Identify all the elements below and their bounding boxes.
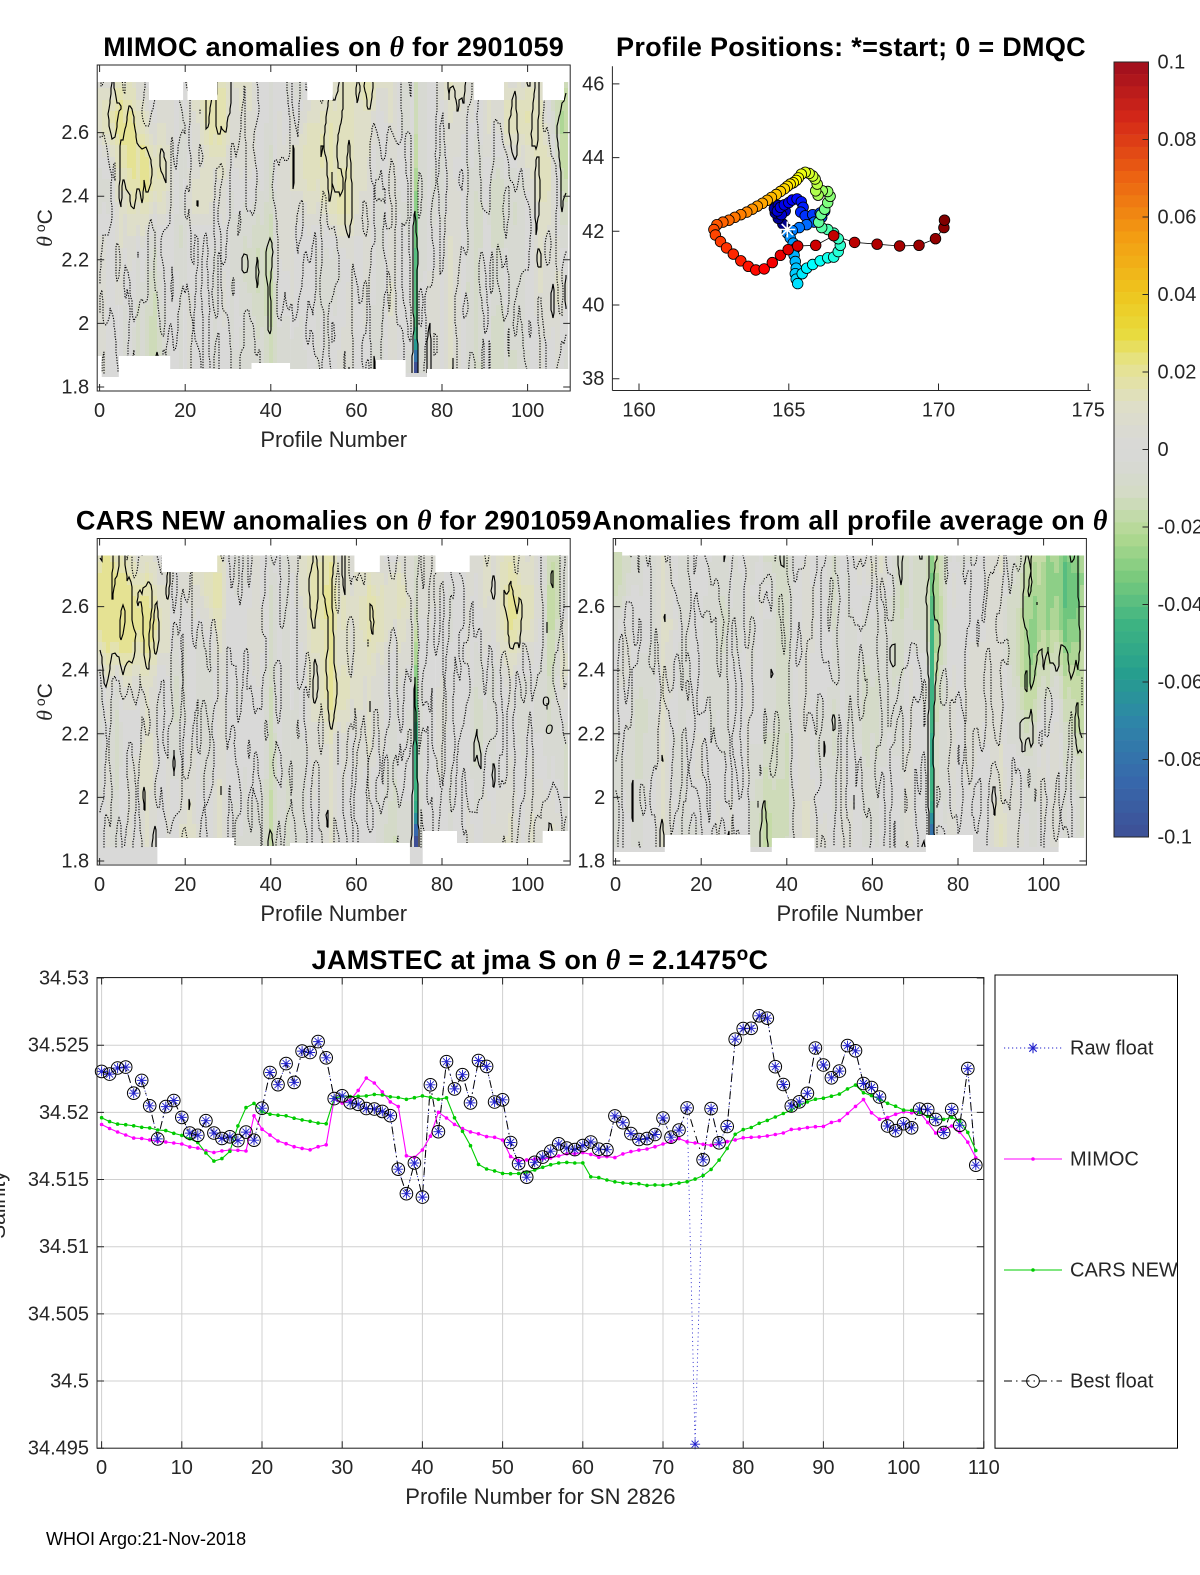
svg-text:Raw float: Raw float: [1070, 1038, 1154, 1060]
svg-text:2.2: 2.2: [61, 249, 89, 271]
svg-text:0: 0: [610, 874, 621, 896]
svg-text:WHOI Argo:21-Nov-2018: WHOI Argo:21-Nov-2018: [46, 1529, 246, 1549]
svg-text:110: 110: [968, 1457, 1000, 1479]
svg-text:JAMSTEC at jma S on θ = 2.1475: JAMSTEC at jma S on θ = 2.1475oC: [312, 944, 769, 976]
svg-text:40: 40: [260, 400, 282, 422]
svg-text:60: 60: [345, 874, 367, 896]
svg-text:2: 2: [78, 787, 89, 809]
svg-text:-0.08: -0.08: [1158, 749, 1200, 771]
svg-text:100: 100: [1027, 874, 1060, 896]
svg-text:-0.06: -0.06: [1158, 672, 1200, 694]
svg-text:40: 40: [776, 874, 798, 896]
svg-text:2.4: 2.4: [61, 186, 89, 208]
svg-text:Profile Number: Profile Number: [776, 901, 923, 926]
svg-text:100: 100: [511, 400, 544, 422]
svg-text:-0.1: -0.1: [1158, 827, 1192, 849]
svg-text:CARS NEW anomalies on θ for 29: CARS NEW anomalies on θ for 2901059: [76, 506, 592, 537]
svg-text:MIMOC: MIMOC: [1070, 1149, 1139, 1171]
svg-text:30: 30: [331, 1457, 353, 1479]
svg-text:42: 42: [582, 221, 604, 243]
svg-text:1.8: 1.8: [577, 851, 605, 873]
svg-text:165: 165: [772, 400, 805, 422]
svg-text:0: 0: [94, 400, 105, 422]
svg-text:44: 44: [582, 147, 604, 169]
svg-text:Profile Positions: *=start; 0: Profile Positions: *=start; 0 = DMQC: [616, 32, 1086, 62]
svg-text:175: 175: [1072, 400, 1105, 422]
svg-text:60: 60: [345, 400, 367, 422]
svg-text:MIMOC anomalies on θ for 2901: MIMOC anomalies on θ for 2901059: [103, 32, 564, 63]
svg-text:34.495: 34.495: [28, 1438, 89, 1460]
svg-text:60: 60: [572, 1457, 594, 1479]
svg-text:34.52: 34.52: [39, 1102, 89, 1124]
svg-text:0: 0: [96, 1457, 107, 1479]
svg-text:0.1: 0.1: [1158, 52, 1186, 74]
svg-text:34.5: 34.5: [50, 1371, 89, 1393]
svg-text:0: 0: [542, 693, 550, 709]
svg-text:80: 80: [732, 1457, 754, 1479]
svg-text:2.2: 2.2: [577, 723, 605, 745]
svg-text:CARS NEW: CARS NEW: [1070, 1260, 1178, 1282]
svg-text:Best float: Best float: [1070, 1371, 1154, 1393]
svg-text:60: 60: [861, 874, 883, 896]
svg-text:0.08: 0.08: [1158, 129, 1197, 151]
svg-text:Salinity: Salinity: [0, 1171, 10, 1239]
svg-text:0.04: 0.04: [1158, 284, 1197, 306]
svg-text:0: 0: [1158, 439, 1169, 461]
svg-text:80: 80: [431, 400, 453, 422]
svg-text:170: 170: [922, 400, 955, 422]
svg-text:2.6: 2.6: [61, 122, 89, 144]
svg-text:0: 0: [545, 721, 553, 737]
svg-text:20: 20: [251, 1457, 273, 1479]
svg-text:2.6: 2.6: [61, 596, 89, 618]
svg-text:-0.02: -0.02: [1158, 517, 1200, 539]
svg-text:Profile Number: Profile Number: [260, 427, 407, 452]
svg-text:20: 20: [174, 400, 196, 422]
svg-text:38: 38: [582, 368, 604, 390]
svg-text:40: 40: [582, 295, 604, 317]
svg-text:2.6: 2.6: [577, 596, 605, 618]
svg-text:0.02: 0.02: [1158, 362, 1197, 384]
svg-text:2: 2: [78, 313, 89, 335]
svg-text:Profile Number: Profile Number: [260, 901, 407, 926]
svg-text:100: 100: [887, 1457, 920, 1479]
svg-text:θ oC: θ oC: [32, 683, 57, 721]
svg-text:50: 50: [491, 1457, 513, 1479]
svg-text:10: 10: [171, 1457, 193, 1479]
svg-text:0: 0: [94, 874, 105, 896]
svg-text:2.4: 2.4: [61, 660, 89, 682]
svg-text:34.515: 34.515: [28, 1169, 89, 1191]
svg-text:70: 70: [652, 1457, 674, 1479]
svg-text:40: 40: [411, 1457, 433, 1479]
svg-text:34.53: 34.53: [39, 968, 89, 990]
svg-text:100: 100: [511, 874, 544, 896]
svg-text:2.2: 2.2: [61, 723, 89, 745]
svg-text:90: 90: [812, 1457, 834, 1479]
svg-text:θ oC: θ oC: [32, 209, 57, 247]
svg-text:1.8: 1.8: [61, 851, 89, 873]
svg-text:80: 80: [431, 874, 453, 896]
svg-text:80: 80: [947, 874, 969, 896]
svg-text:160: 160: [622, 400, 655, 422]
svg-text:Anomalies from all profile ave: Anomalies from all profile average on θ: [592, 506, 1108, 537]
svg-text:34.51: 34.51: [39, 1236, 89, 1258]
svg-text:46: 46: [582, 73, 604, 95]
svg-text:Profile Number for SN 2826: Profile Number for SN 2826: [405, 1484, 675, 1509]
svg-text:34.505: 34.505: [28, 1303, 89, 1325]
svg-text:1.8: 1.8: [61, 377, 89, 399]
svg-text:40: 40: [260, 874, 282, 896]
svg-text:20: 20: [690, 874, 712, 896]
svg-text:34.525: 34.525: [28, 1035, 89, 1057]
svg-text:20: 20: [174, 874, 196, 896]
svg-text:2.4: 2.4: [577, 660, 605, 682]
svg-text:-0.04: -0.04: [1158, 594, 1200, 616]
svg-text:2: 2: [594, 787, 605, 809]
svg-text:0.06: 0.06: [1158, 207, 1197, 229]
